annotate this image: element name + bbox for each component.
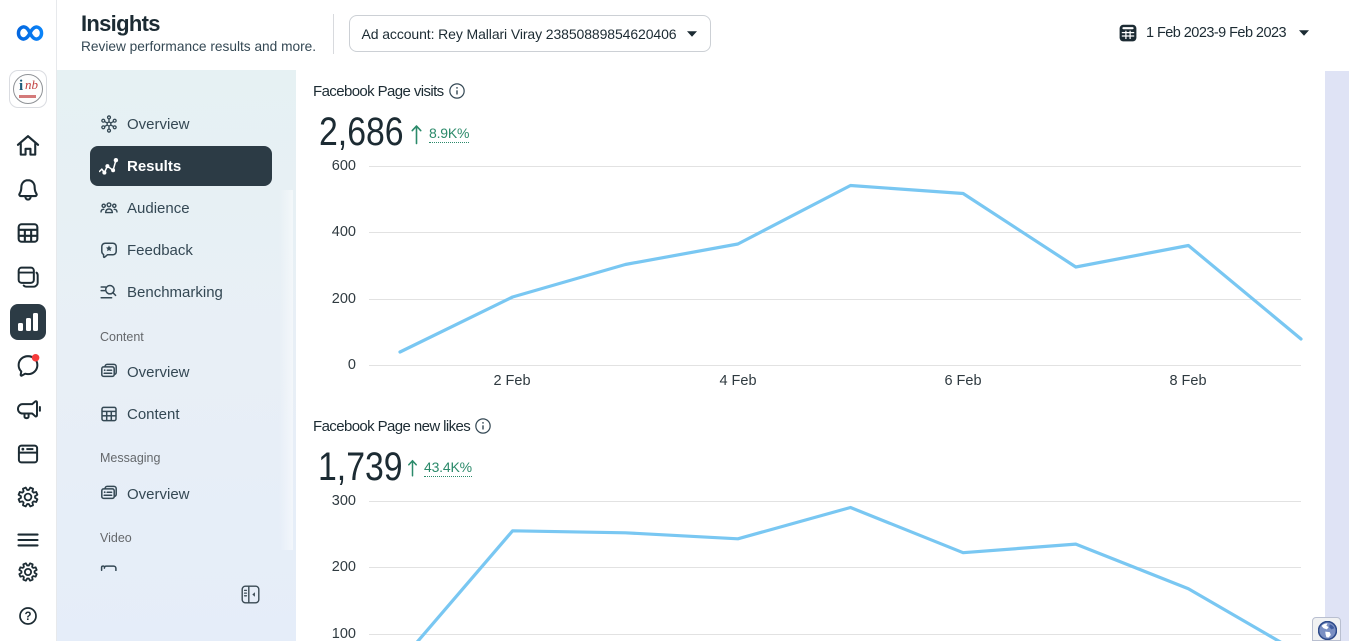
- svg-text:?: ?: [24, 611, 31, 623]
